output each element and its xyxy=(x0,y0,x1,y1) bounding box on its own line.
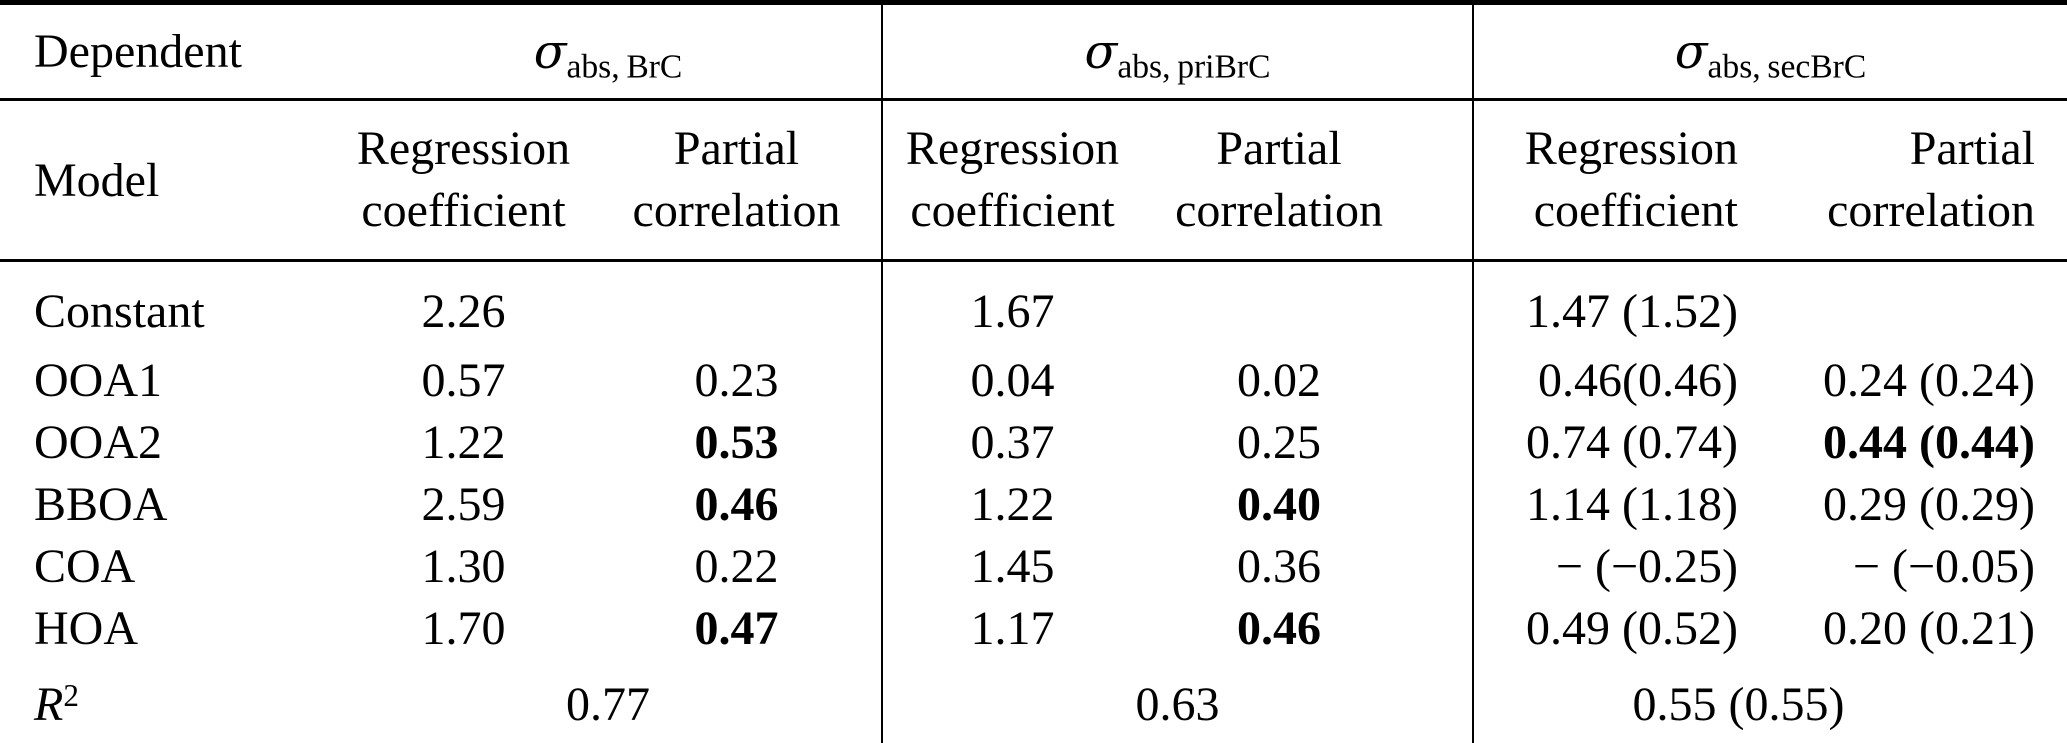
row-r-squared: R2 0.77 0.63 0.55 (0.55) xyxy=(0,660,2067,743)
sigma-abs-secbrc-header: σabs, secBrC xyxy=(1473,2,2067,101)
ooa1-model-label: OOA1 xyxy=(34,354,162,407)
sigma-symbol: σ xyxy=(533,23,567,80)
dependent-label: Dependent xyxy=(0,2,335,101)
ooa2-brc-regcoef: 1.22 xyxy=(421,416,506,469)
hoa-pribrc-regcoef: 1.17 xyxy=(970,602,1055,655)
row-constant: Constant 2.26 1.67 1.47 (1.52) xyxy=(0,260,2067,351)
constant-pribrc-regcoef: 1.67 xyxy=(970,285,1055,338)
pribrc-partial-correlation-header: Partial correlation xyxy=(1142,99,1475,262)
r-squared-exponent: 2 xyxy=(63,677,79,713)
coa-model-label: COA xyxy=(34,540,136,593)
r2-pribrc-value: 0.63 xyxy=(882,660,1475,743)
row-bboa: BBOA 2.59 0.46 1.22 0.40 1.14 (1.18) 0.2… xyxy=(0,474,2067,536)
hoa-secbrc-regcoef: 0.49 (0.52) xyxy=(1526,602,1739,655)
constant-secbrc-partial xyxy=(1770,261,2067,351)
secbrc-regression-coefficient-header: Regression coefficient xyxy=(1473,99,1771,262)
sigma-symbol: σ xyxy=(1674,23,1708,80)
sigma-subscript-pribrc: abs, priBrC xyxy=(1117,47,1271,85)
sigma-symbol: σ xyxy=(1084,23,1118,80)
secbrc-partial-correlation-header: Partial correlation xyxy=(1770,99,2067,262)
ooa2-pribrc-partial: 0.25 xyxy=(1142,412,1475,474)
constant-pribrc-partial xyxy=(1142,260,1475,350)
hoa-model-label: HOA xyxy=(34,602,138,655)
r-squared-label: R2 xyxy=(0,660,335,743)
ooa1-pribrc-regcoef: 0.04 xyxy=(970,354,1055,407)
bboa-pribrc-partial: 0.40 xyxy=(1142,474,1475,536)
sigma-subscript-secbrc: abs, secBrC xyxy=(1707,47,1867,85)
coa-secbrc-regcoef: − (−0.25) xyxy=(1555,540,1739,593)
bboa-secbrc-regcoef: 1.14 (1.18) xyxy=(1526,478,1739,531)
dependent-header-row: Dependent σabs, BrC σabs, priBrC σabs, s… xyxy=(0,2,2067,101)
bboa-pribrc-regcoef: 1.22 xyxy=(970,478,1055,531)
ooa2-brc-partial: 0.53 xyxy=(592,412,883,474)
ooa1-secbrc-partial: 0.24 (0.24) xyxy=(1823,354,2036,407)
brc-partial-correlation-header: Partial correlation xyxy=(592,99,883,262)
r2-brc-value: 0.77 xyxy=(335,660,883,743)
ooa2-model-label: OOA2 xyxy=(34,416,162,469)
column-header-row: Model Regression coefficient Partial cor… xyxy=(0,99,2067,262)
hoa-pribrc-partial: 0.46 xyxy=(1142,598,1475,660)
ooa2-secbrc-partial: 0.44 (0.44) xyxy=(1823,416,2036,469)
coa-brc-regcoef: 1.30 xyxy=(421,540,506,593)
coa-brc-partial: 0.22 xyxy=(592,536,883,598)
sigma-subscript-brc: abs, BrC xyxy=(566,47,683,85)
r2-secbrc-value: 0.55 (0.55) xyxy=(1632,678,1845,731)
hoa-brc-regcoef: 1.70 xyxy=(421,602,506,655)
row-hoa: HOA 1.70 0.47 1.17 0.46 0.49 (0.52) 0.20… xyxy=(0,598,2067,660)
ooa1-brc-regcoef: 0.57 xyxy=(421,354,506,407)
bboa-brc-partial: 0.46 xyxy=(592,474,883,536)
constant-model-label: Constant xyxy=(34,285,205,338)
hoa-brc-partial: 0.47 xyxy=(592,598,883,660)
row-ooa1: OOA1 0.57 0.23 0.04 0.02 0.46(0.46) 0.24… xyxy=(0,350,2067,412)
coa-pribrc-regcoef: 1.45 xyxy=(970,540,1055,593)
coa-secbrc-partial: − (−0.05) xyxy=(1852,540,2036,593)
constant-brc-regcoef: 2.26 xyxy=(421,285,506,338)
constant-brc-partial xyxy=(592,260,883,350)
row-coa: COA 1.30 0.22 1.45 0.36 − (−0.25) − (−0.… xyxy=(0,536,2067,598)
ooa1-brc-partial: 0.23 xyxy=(592,350,883,412)
bboa-secbrc-partial: 0.29 (0.29) xyxy=(1823,478,2036,531)
hoa-secbrc-partial: 0.20 (0.21) xyxy=(1823,602,2036,655)
bboa-brc-regcoef: 2.59 xyxy=(421,478,506,531)
row-ooa2: OOA2 1.22 0.53 0.37 0.25 0.74 (0.74) 0.4… xyxy=(0,412,2067,474)
model-label: Model xyxy=(0,99,335,262)
ooa2-secbrc-regcoef: 0.74 (0.74) xyxy=(1526,416,1739,469)
constant-secbrc-regcoef: 1.47 (1.52) xyxy=(1526,285,1739,338)
ooa1-pribrc-partial: 0.02 xyxy=(1142,350,1475,412)
bboa-model-label: BBOA xyxy=(34,478,168,531)
r-symbol: R xyxy=(34,678,64,731)
sigma-abs-pribrc-header: σabs, priBrC xyxy=(882,2,1475,101)
ooa1-secbrc-regcoef: 0.46(0.46) xyxy=(1538,354,1739,407)
pribrc-regression-coefficient-header: Regression coefficient xyxy=(882,99,1142,262)
brc-regression-coefficient-header: Regression coefficient xyxy=(335,99,592,262)
ooa2-pribrc-regcoef: 0.37 xyxy=(970,416,1055,469)
sigma-abs-brc-header: σabs, BrC xyxy=(335,2,883,101)
coa-pribrc-partial: 0.36 xyxy=(1142,536,1475,598)
